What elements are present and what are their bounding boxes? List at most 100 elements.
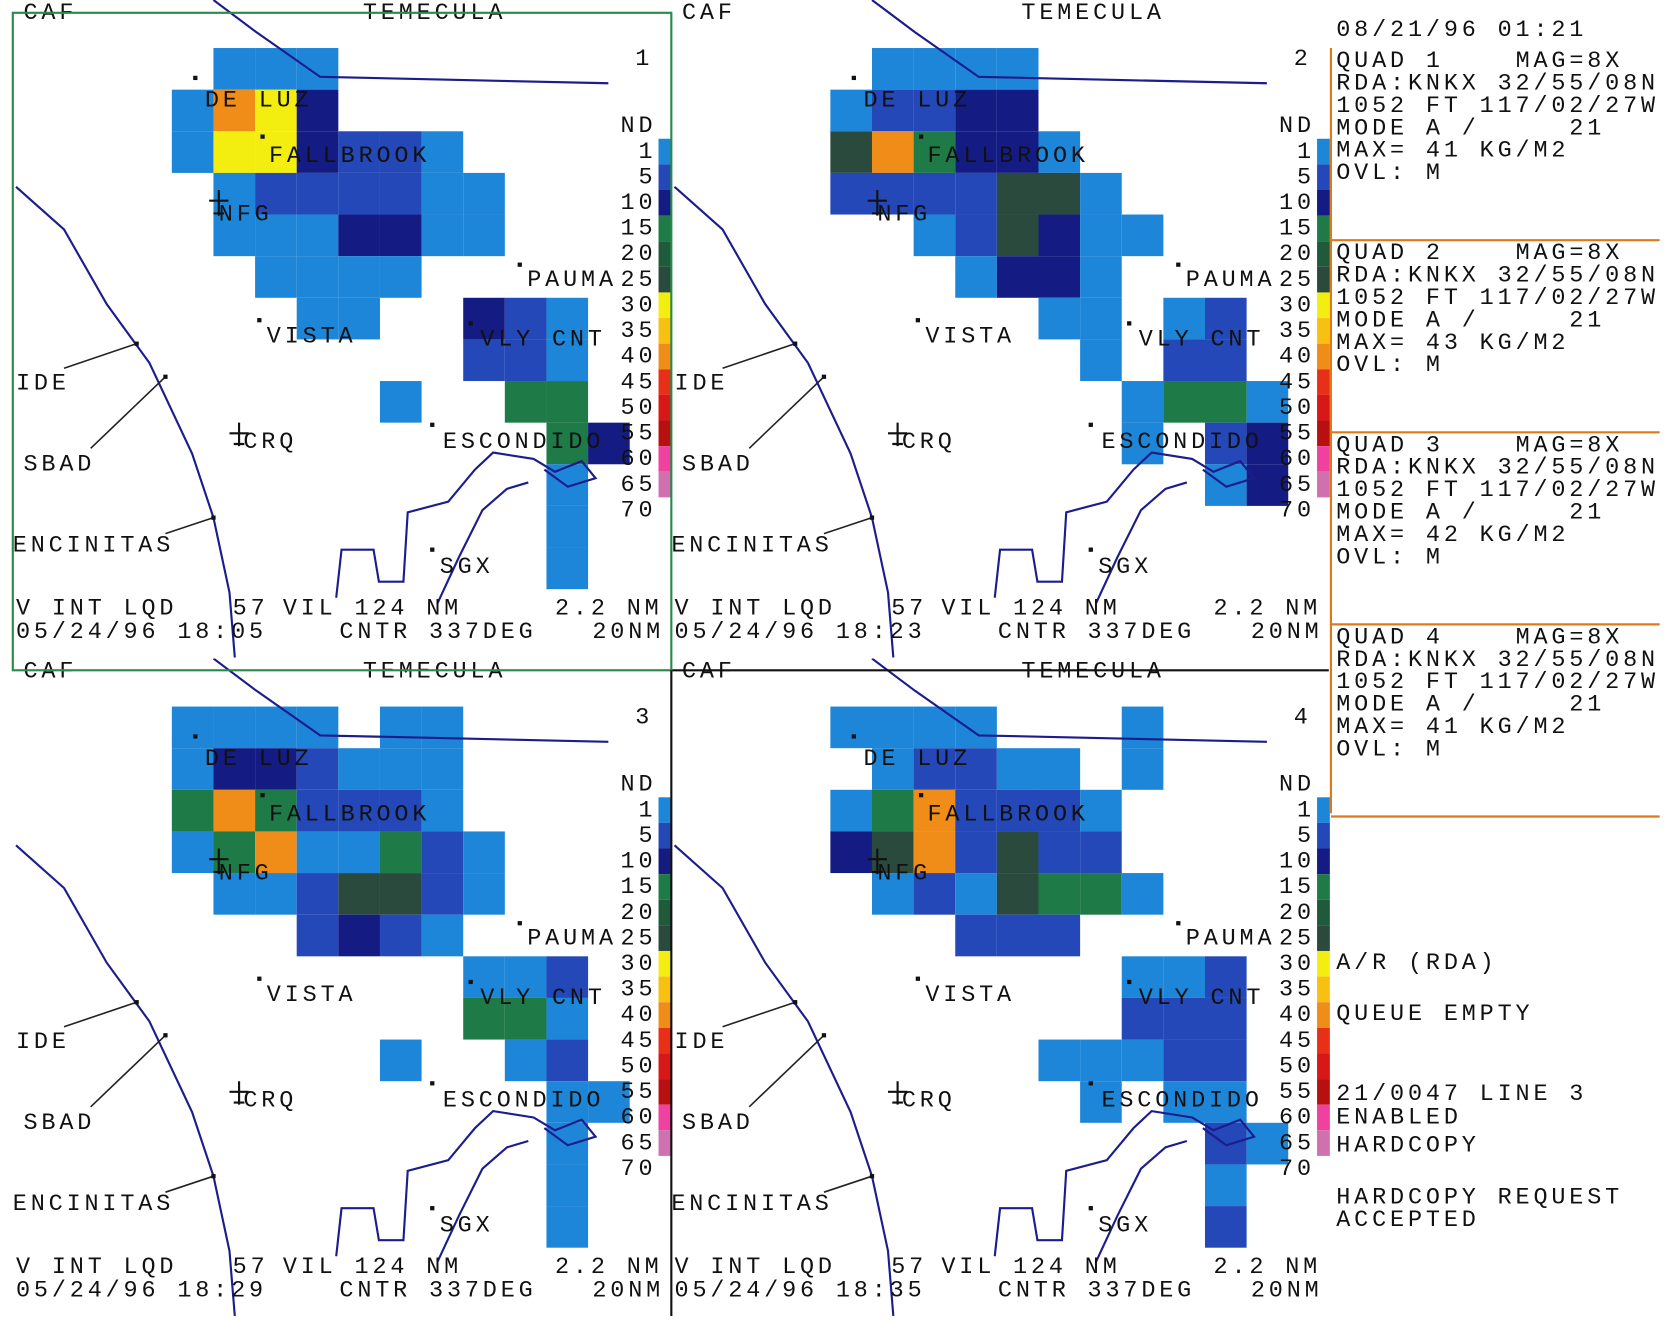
radar-cell (1080, 256, 1122, 298)
legend-swatch (659, 421, 672, 447)
legend-swatch (659, 1079, 672, 1105)
map-label: NFG (877, 860, 931, 887)
radar-cell (1122, 707, 1164, 749)
map-label: ESCONDIDO (443, 429, 604, 456)
map-label: FALLBROOK (269, 143, 430, 170)
radar-cell (255, 707, 297, 749)
radar-cell (1163, 381, 1205, 423)
radar-cell (1122, 1040, 1164, 1082)
radar-cell (297, 48, 339, 90)
map-dot (163, 375, 167, 379)
legend-swatch (659, 925, 672, 951)
map-label: VISTA (925, 982, 1015, 1009)
legend-label: 5 (638, 823, 656, 850)
radar-cell (297, 256, 339, 298)
legend-label: 25 (1279, 267, 1315, 294)
map-dot (260, 134, 264, 138)
legend-swatch (1317, 395, 1330, 421)
legend-label: 25 (621, 267, 657, 294)
map-label: DE LUZ (863, 88, 971, 115)
radar-cell (463, 831, 505, 873)
radar-cell (172, 707, 214, 749)
map-label: DE LUZ (205, 746, 313, 773)
radar-cell (1038, 173, 1080, 215)
radar-cell (1038, 831, 1080, 873)
legend-swatch (1317, 823, 1330, 849)
legend-label: 10 (1279, 190, 1315, 217)
map-dot (211, 516, 215, 520)
radar-cell (1038, 748, 1080, 790)
radar-cell (830, 831, 872, 873)
radar-cell (830, 131, 872, 173)
radar-cell (1038, 1040, 1080, 1082)
radar-cell (546, 1206, 588, 1248)
legend-swatch (659, 241, 672, 267)
legend-swatch (659, 190, 672, 216)
legend-label: 45 (1279, 369, 1315, 396)
legend-swatch (659, 849, 672, 875)
legend-label: 10 (621, 849, 657, 876)
legend-label: 50 (1279, 1053, 1315, 1080)
map-label: VLY CNT (1139, 985, 1264, 1012)
radar-cell (546, 1164, 588, 1206)
status-ar: A/R (RDA) (1336, 950, 1497, 977)
map-label: PAUMA (527, 267, 617, 294)
legend-label: 30 (1279, 951, 1315, 978)
quad-ovl: OVL: M (1336, 544, 1444, 571)
map-dot (822, 375, 826, 379)
legend-swatch (659, 977, 672, 1003)
legend-swatch (659, 395, 672, 421)
radar-cell (380, 707, 422, 749)
radar-cell (955, 831, 997, 873)
footer-datetime: 05/24/96 18:29 (16, 1278, 267, 1305)
legend-swatch (659, 267, 672, 293)
legend-swatch (659, 1028, 672, 1054)
legend-label: 10 (1279, 849, 1315, 876)
map-label: VISTA (267, 982, 357, 1009)
radar-cell (1205, 1040, 1247, 1082)
legend-swatch (659, 164, 672, 190)
radar-cell (1080, 873, 1122, 915)
map-label: SGX (1098, 554, 1152, 581)
legend-swatch (1317, 1079, 1330, 1105)
quad-ovl: OVL: M (1336, 352, 1444, 379)
map-dot (916, 977, 920, 981)
legend-swatch (1317, 900, 1330, 926)
footer-center: CNTR 337DEG (339, 1278, 536, 1305)
footer-range: 20NM (1251, 1278, 1323, 1305)
legend-label: 60 (621, 1105, 657, 1132)
map-dot (1089, 423, 1093, 427)
legend-label: 40 (621, 344, 657, 371)
legend-label: 1 (638, 797, 656, 824)
legend-swatch (1317, 190, 1330, 216)
radar-cell (172, 831, 214, 873)
map-dot (793, 1000, 797, 1004)
legend-label: 60 (1279, 1105, 1315, 1132)
legend-swatch (659, 823, 672, 849)
legend-label: 1 (1297, 139, 1315, 166)
map-label: NFG (219, 860, 273, 887)
radar-cell (1163, 1040, 1205, 1082)
map-label: VLY CNT (480, 985, 605, 1012)
map-dot (518, 921, 522, 925)
footer-datetime: 05/24/96 18:05 (16, 619, 267, 646)
legend-label: 1 (638, 139, 656, 166)
map-label: CAF (23, 659, 77, 686)
legend-swatch (1317, 1002, 1330, 1028)
legend-label: 15 (1279, 216, 1315, 243)
map-dot (919, 793, 923, 797)
status-enabled: ENABLED (1336, 1105, 1461, 1132)
map-dot (211, 1174, 215, 1178)
radar-cell (297, 873, 339, 915)
radar-cell (297, 215, 339, 257)
footer-center: CNTR 337DEG (339, 619, 536, 646)
legend-label: 70 (621, 497, 657, 524)
map-dot (1089, 1206, 1093, 1210)
radar-cell (338, 915, 380, 957)
map-label: ENCINITAS (671, 533, 832, 560)
radar-cell (955, 215, 997, 257)
footer-range: 20NM (592, 1278, 664, 1305)
map-label: TEMECULA (1021, 659, 1164, 686)
map-label: IDE (675, 1029, 729, 1056)
legend-swatch (659, 318, 672, 344)
